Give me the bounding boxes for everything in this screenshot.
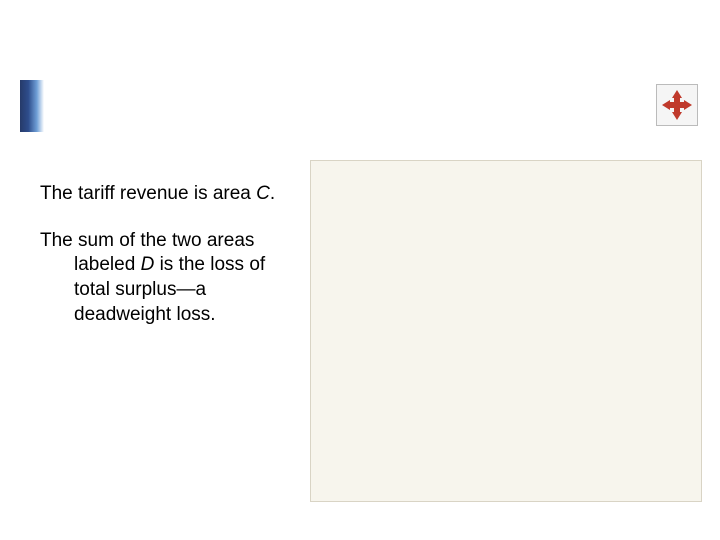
move-icon: [656, 84, 698, 126]
slide: The tariff revenue is area C. The sum of…: [0, 0, 720, 540]
title-bar: [20, 80, 44, 132]
point-11: The sum of the two areas labeled D is th…: [40, 229, 300, 328]
point-10-body: The tariff revenue is area C.: [40, 183, 275, 204]
body-text: The tariff revenue is area C. The sum of…: [40, 160, 300, 349]
tariff-chart: [310, 160, 702, 502]
point-11-body: The sum of the two areas labeled D is th…: [40, 230, 265, 325]
point-10: The tariff revenue is area C.: [40, 182, 300, 207]
